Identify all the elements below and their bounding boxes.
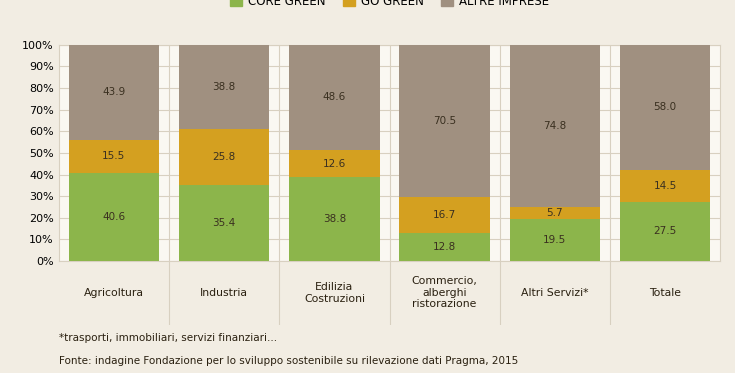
Text: 5.7: 5.7 <box>547 208 563 218</box>
Bar <box>399 45 490 197</box>
Bar <box>69 140 159 173</box>
Bar <box>69 45 159 140</box>
Bar <box>399 197 490 233</box>
Text: 25.8: 25.8 <box>212 151 236 162</box>
Text: Edilizia
Costruzioni: Edilizia Costruzioni <box>304 282 365 304</box>
Bar <box>179 185 270 261</box>
Bar <box>620 201 710 261</box>
Bar <box>69 173 159 261</box>
Bar <box>290 177 380 261</box>
Text: 40.6: 40.6 <box>102 212 126 222</box>
Text: 48.6: 48.6 <box>323 93 346 102</box>
Bar <box>399 233 490 261</box>
Text: Industria: Industria <box>200 288 248 298</box>
Text: 19.5: 19.5 <box>543 235 567 245</box>
Bar <box>179 129 270 185</box>
Bar <box>509 207 600 219</box>
Text: 15.5: 15.5 <box>102 151 126 162</box>
Bar <box>290 45 380 150</box>
Text: 43.9: 43.9 <box>102 87 126 97</box>
Text: 38.8: 38.8 <box>323 214 346 224</box>
Bar <box>179 45 270 129</box>
Text: 74.8: 74.8 <box>543 121 567 131</box>
Bar <box>509 45 600 207</box>
Text: 12.6: 12.6 <box>323 159 346 169</box>
Text: Commercio,
alberghi
ristorazione: Commercio, alberghi ristorazione <box>412 276 478 310</box>
Text: Totale: Totale <box>649 288 681 298</box>
Text: Agricoltura: Agricoltura <box>84 288 144 298</box>
Text: 58.0: 58.0 <box>653 103 677 113</box>
Bar <box>509 219 600 261</box>
Bar <box>290 150 380 177</box>
Text: Fonte: indagine Fondazione per lo sviluppo sostenibile su rilevazione dati Pragm: Fonte: indagine Fondazione per lo svilup… <box>59 356 518 366</box>
Text: Altri Servizi*: Altri Servizi* <box>521 288 589 298</box>
Text: 70.5: 70.5 <box>433 116 456 126</box>
Text: 35.4: 35.4 <box>212 218 236 228</box>
Bar <box>620 170 710 201</box>
Legend: CORE GREEN, GO GREEN, ALTRE IMPRESE: CORE GREEN, GO GREEN, ALTRE IMPRESE <box>226 0 553 13</box>
Text: 16.7: 16.7 <box>433 210 456 220</box>
Text: *trasporti, immobiliari, servizi finanziari...: *trasporti, immobiliari, servizi finanzi… <box>59 333 277 343</box>
Text: 38.8: 38.8 <box>212 82 236 92</box>
Text: 14.5: 14.5 <box>653 181 677 191</box>
Text: 27.5: 27.5 <box>653 226 677 236</box>
Text: 12.8: 12.8 <box>433 242 456 252</box>
Bar <box>620 45 710 170</box>
